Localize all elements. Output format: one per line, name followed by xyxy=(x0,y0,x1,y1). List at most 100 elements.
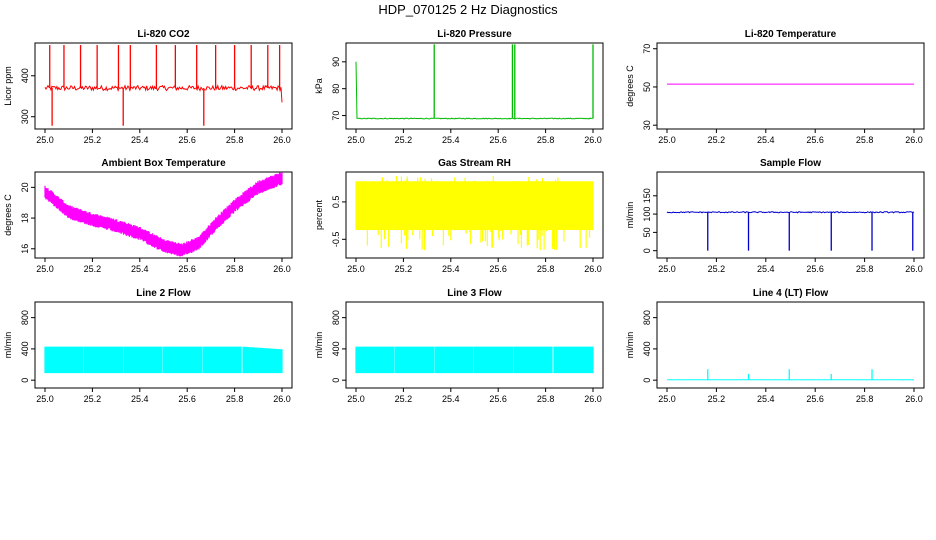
x-tick-label: 25.4 xyxy=(131,394,149,404)
x-tick-label: 26.0 xyxy=(584,135,602,145)
panel-title: Line 4 (LT) Flow xyxy=(753,288,829,299)
panel-title: Li-820 Pressure xyxy=(437,29,512,40)
series xyxy=(666,211,915,251)
x-tick-label: 25.0 xyxy=(36,135,54,145)
plot-frame xyxy=(656,42,925,130)
y-tick-label: 400 xyxy=(20,68,30,83)
y-axis-label: kPa xyxy=(314,78,324,94)
x-tick-label: 25.2 xyxy=(84,394,102,404)
panel-6: Line 2 Flow 25.0 25.2 25.4 25.6 25.8 26.0 0 400 8… xyxy=(3,288,293,404)
panel-5: Sample Flow 25.0 25.2 25.4 25.6 25.8 26.0 0 50 10… xyxy=(625,158,925,274)
x-tick-label: 26.0 xyxy=(584,264,602,274)
x-tick-label: 26.0 xyxy=(905,135,923,145)
panel-title: Li-820 CO2 xyxy=(137,29,190,40)
x-tick-label: 25.6 xyxy=(489,135,507,145)
x-tick-label: 26.0 xyxy=(273,264,291,274)
y-tick-label: 0.5 xyxy=(331,196,341,209)
panel-4: Gas Stream RH 25.0 25.2 25.4 25.6 25.8 26.0 -0.… xyxy=(314,158,604,274)
y-tick-label: 0 xyxy=(642,248,652,253)
plot-frame xyxy=(34,171,293,259)
x-tick-label: 25.6 xyxy=(489,394,507,404)
x-tick-label: 26.0 xyxy=(273,394,291,404)
plot-frame xyxy=(345,171,604,259)
panel-title: Ambient Box Temperature xyxy=(101,158,226,169)
y-tick-label: 18 xyxy=(20,213,30,223)
y-tick-label: 80 xyxy=(331,84,341,94)
series xyxy=(355,44,594,120)
series xyxy=(44,45,283,126)
x-tick-label: 25.8 xyxy=(226,135,244,145)
plot-frame xyxy=(34,42,293,130)
series xyxy=(667,369,914,381)
x-tick-label: 25.0 xyxy=(347,264,365,274)
y-tick-label: 800 xyxy=(20,310,30,325)
y-tick-label: 90 xyxy=(331,57,341,67)
panel-3: Ambient Box Temperature 25.0 25.2 25.4 25.6 2… xyxy=(3,158,293,274)
y-tick-label: 400 xyxy=(642,341,652,356)
y-tick-label: 0 xyxy=(642,378,652,383)
x-tick-label: 26.0 xyxy=(273,135,291,145)
x-tick-label: 25.6 xyxy=(489,264,507,274)
y-tick-label: 0 xyxy=(331,378,341,383)
y-axis-label: degrees C xyxy=(625,65,635,107)
y-tick-label: 50 xyxy=(642,227,652,237)
x-tick-label: 25.0 xyxy=(36,394,54,404)
y-axis-label: ml/min xyxy=(625,202,635,229)
plot-frame xyxy=(656,171,925,259)
x-tick-label: 25.4 xyxy=(757,135,775,145)
x-tick-label: 25.2 xyxy=(395,394,413,404)
x-tick-label: 25.4 xyxy=(442,394,460,404)
y-tick-label: 0 xyxy=(20,378,30,383)
x-tick-label: 25.2 xyxy=(395,264,413,274)
page-title: HDP_070125 2 Hz Diagnostics xyxy=(378,2,558,17)
x-tick-label: 25.2 xyxy=(708,135,726,145)
x-tick-label: 25.4 xyxy=(757,264,775,274)
y-tick-label: 400 xyxy=(20,341,30,356)
series-line xyxy=(666,211,915,214)
x-tick-label: 25.8 xyxy=(856,264,874,274)
x-tick-label: 25.4 xyxy=(442,264,460,274)
series xyxy=(44,172,283,257)
x-tick-label: 25.2 xyxy=(708,264,726,274)
x-tick-label: 25.0 xyxy=(347,394,365,404)
x-tick-label: 25.4 xyxy=(131,135,149,145)
x-tick-label: 25.8 xyxy=(226,264,244,274)
x-tick-label: 25.2 xyxy=(84,135,102,145)
series-band xyxy=(355,346,594,374)
series xyxy=(355,346,594,374)
y-tick-label: 70 xyxy=(642,44,652,54)
y-tick-label: 30 xyxy=(642,120,652,130)
y-tick-label: -0.5 xyxy=(331,232,341,248)
y-axis-label: ml/min xyxy=(3,332,13,359)
y-tick-label: 100 xyxy=(642,207,652,222)
panel-title: Line 3 Flow xyxy=(447,288,502,299)
x-tick-label: 25.2 xyxy=(84,264,102,274)
x-tick-label: 25.8 xyxy=(856,394,874,404)
x-tick-label: 25.6 xyxy=(178,135,196,145)
x-tick-label: 25.8 xyxy=(537,394,555,404)
plot-frame xyxy=(345,42,604,130)
panel-0: Li-820 CO2 25.0 25.2 25.4 25.6 25.8 26.0 300 400… xyxy=(3,29,293,145)
x-tick-label: 25.8 xyxy=(856,135,874,145)
x-tick-label: 25.8 xyxy=(537,264,555,274)
y-axis-label: Licor ppm xyxy=(3,66,13,106)
panel-title: Line 2 Flow xyxy=(136,288,191,299)
y-tick-label: 150 xyxy=(642,188,652,203)
x-tick-label: 25.6 xyxy=(806,135,824,145)
x-tick-label: 25.4 xyxy=(757,394,775,404)
x-tick-label: 25.6 xyxy=(806,264,824,274)
y-tick-label: 400 xyxy=(331,341,341,356)
y-axis-label: ml/min xyxy=(314,332,324,359)
plot-frame xyxy=(656,301,925,389)
series-line xyxy=(44,83,283,103)
series-line xyxy=(355,61,593,120)
panel-title: Gas Stream RH xyxy=(438,158,511,169)
y-tick-label: 800 xyxy=(331,310,341,325)
panel-8: Line 4 (LT) Flow 25.0 25.2 25.4 25.6 25.8 26.0… xyxy=(625,288,925,404)
series-band xyxy=(355,175,594,251)
x-tick-label: 25.0 xyxy=(658,135,676,145)
x-tick-label: 25.8 xyxy=(537,135,555,145)
x-tick-label: 26.0 xyxy=(905,394,923,404)
series-band xyxy=(44,346,283,374)
